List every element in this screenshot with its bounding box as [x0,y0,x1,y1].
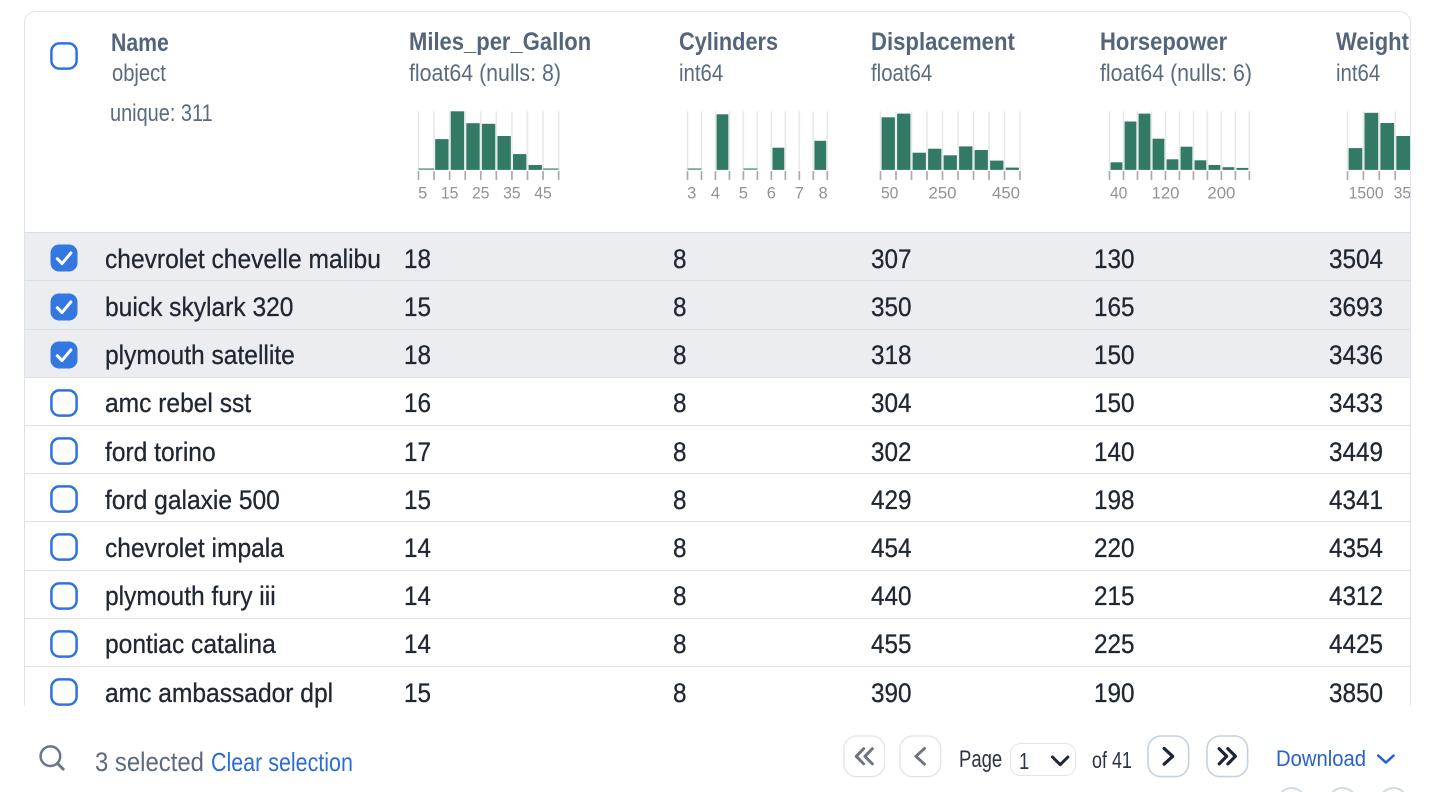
svg-text:25: 25 [472,185,490,203]
svg-text:3: 3 [687,185,696,203]
svg-text:3500: 3500 [1394,185,1410,203]
svg-text:5: 5 [418,185,427,203]
svg-text:4: 4 [711,185,720,203]
svg-text:8: 8 [819,185,828,203]
svg-text:7: 7 [795,185,804,203]
svg-text:6: 6 [767,185,776,203]
svg-text:45: 45 [534,185,552,203]
svg-text:50: 50 [881,185,899,203]
svg-text:15: 15 [441,185,459,203]
svg-text:40: 40 [1110,185,1128,203]
svg-text:120: 120 [1152,185,1180,203]
svg-text:200: 200 [1208,185,1236,203]
svg-text:250: 250 [929,185,957,203]
svg-text:450: 450 [992,185,1020,203]
svg-text:1500: 1500 [1349,185,1384,203]
svg-text:35: 35 [503,185,521,203]
svg-text:5: 5 [739,185,748,203]
